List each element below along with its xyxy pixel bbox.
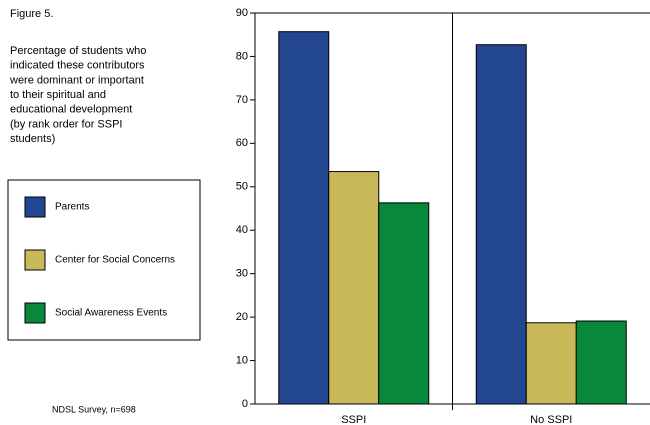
legend-label: Social Awareness Events xyxy=(55,308,167,319)
subtitle-line: were dominant or important xyxy=(9,74,144,86)
subtitle-line: Percentage of students who xyxy=(10,45,146,57)
note: NDSL Survey, n=698 xyxy=(52,404,136,414)
x-tick-label: SSPI xyxy=(341,414,366,425)
bar xyxy=(278,31,330,405)
subtitle-line: students) xyxy=(10,133,55,145)
legend-swatch xyxy=(24,302,46,324)
bar xyxy=(525,322,577,405)
bar xyxy=(475,44,527,405)
subtitle-line: (by rank order for SSPI xyxy=(10,118,123,130)
chart-title: Figure 5. xyxy=(10,8,53,20)
legend-label: Parents xyxy=(55,202,89,213)
subtitle-line: indicated these contributors xyxy=(10,60,145,72)
y-tick-label: 10 xyxy=(236,354,248,366)
y-tick-label: 30 xyxy=(236,268,248,280)
y-tick-label: 90 xyxy=(236,7,248,19)
y-tick-label: 50 xyxy=(236,181,248,193)
legend-swatch xyxy=(24,249,46,271)
legend-label: Center for Social Concerns xyxy=(55,255,175,266)
y-tick-label: 70 xyxy=(236,94,248,106)
bar xyxy=(378,202,430,405)
y-tick-label: 80 xyxy=(236,50,248,62)
legend-swatch xyxy=(24,196,46,218)
subtitle-line: to their spiritual and xyxy=(10,89,106,101)
y-tick-label: 20 xyxy=(236,311,248,323)
y-tick-label: 0 xyxy=(242,398,248,410)
bar xyxy=(575,320,627,405)
x-tick-label: No SSPI xyxy=(530,414,572,425)
bar xyxy=(328,171,380,405)
subtitle-line: educational development xyxy=(10,104,132,116)
y-tick-label: 60 xyxy=(236,137,248,149)
y-tick-label: 40 xyxy=(236,224,248,236)
